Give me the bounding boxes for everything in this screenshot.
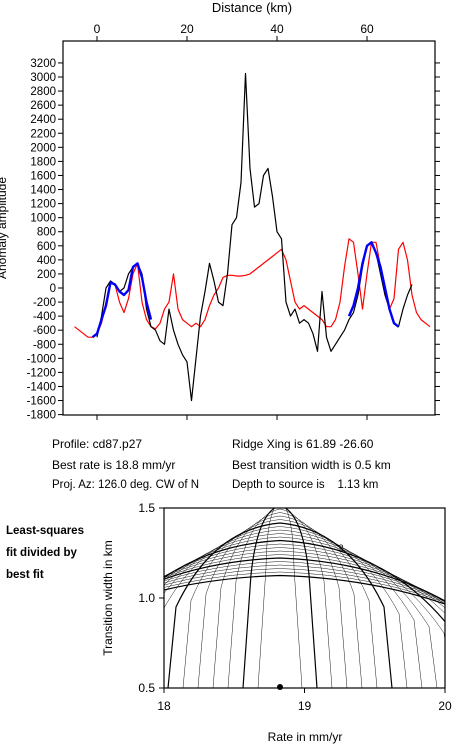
x-tick-label: 0	[94, 22, 101, 36]
best-rate: Best rate is 18.8 mm/yr	[52, 458, 176, 472]
x-tick-label: 40	[270, 22, 284, 36]
contour-line	[164, 554, 445, 603]
contour-line	[164, 529, 423, 688]
width-tick-label: 1.0	[138, 591, 155, 605]
y-tick-label: -600	[33, 325, 56, 337]
best-fit-marker	[277, 684, 283, 690]
contour-line	[164, 557, 445, 602]
best-transition-width: Best transition width is 0.5 km	[232, 458, 391, 472]
fit_window-line	[347, 241, 400, 328]
contour-axis-ticks: 18 19 20 0.5 1.0 1.5	[138, 501, 452, 713]
contour-lines	[164, 508, 445, 688]
model-line	[74, 238, 431, 338]
y-tick-label: 1000	[30, 213, 56, 225]
y-tick-label: -1600	[27, 396, 56, 408]
width-tick-label: 0.5	[138, 681, 155, 695]
y-tick-label: 3000	[30, 72, 56, 84]
profile-plot-frame	[62, 40, 436, 416]
contour-line	[167, 522, 393, 688]
width-axis-label: Transition width in km	[101, 540, 115, 656]
y-tick-label: 2600	[30, 100, 56, 112]
y-tick-label: 1400	[30, 185, 56, 197]
y-tick-label: 1600	[30, 170, 56, 182]
fit_window-line	[91, 262, 153, 339]
y-tick-label: 1800	[30, 156, 56, 168]
observed-line	[96, 72, 413, 402]
contour-line	[164, 526, 408, 688]
y-tick-label: 3200	[30, 58, 56, 70]
y-tick-label: 200	[37, 269, 56, 281]
width-tick-label: 1.5	[138, 501, 155, 515]
rate-tick-label: 18	[157, 699, 171, 713]
contour-line	[227, 508, 333, 688]
y-tick-label: 2400	[30, 114, 56, 126]
source-depth: Depth to source is 1.13 km	[232, 479, 379, 491]
y-tick-label: -800	[33, 339, 56, 351]
anomaly-axis-label: Anomaly amplitude	[0, 177, 9, 279]
contour-label: 2	[338, 543, 343, 553]
contour-description: Least-squares fit divided by best fit	[6, 520, 84, 586]
y-tick-label: 600	[37, 241, 56, 253]
contour-line	[164, 571, 445, 603]
y-tick-label: 800	[37, 227, 56, 239]
contour-description-line: fit divided by	[6, 547, 77, 559]
contour-line	[164, 543, 445, 614]
contour-plot-frame	[163, 507, 446, 689]
y-tick-label: 2800	[30, 86, 56, 98]
contour-line	[164, 547, 445, 609]
y-tick-label: -1200	[27, 367, 56, 379]
profile-series	[74, 72, 431, 402]
y-tick-label: -400	[33, 311, 56, 323]
y-tick-label: -1000	[27, 353, 56, 365]
y-tick-label: -1400	[27, 381, 56, 393]
rate-tick-label: 19	[298, 699, 312, 713]
y-tick-label: 1200	[30, 199, 56, 211]
anomaly-profile-chart: Distance (km) Anomaly amplitude 0 20 40 60 -…	[0, 0, 440, 422]
x-tick-label: 20	[180, 22, 194, 36]
contour-line	[164, 561, 445, 601]
y-tick-label: -200	[33, 297, 56, 309]
y-tick-label: 0	[50, 283, 56, 295]
rate-tick-label: 20	[438, 699, 452, 713]
contour-line	[242, 508, 318, 688]
y-tick-label: -1800	[27, 410, 56, 422]
contour-description-line: Least-squares	[6, 525, 84, 537]
y-tick-label: 2000	[30, 142, 56, 154]
ridge-crossing: Ridge Xing is 61.89 -26.60	[232, 437, 374, 451]
profile-axis-ticks: 0 20 40 60 -1800 -1600 -1400 -1200 -1000 -800 -600…	[27, 22, 440, 422]
contour-line	[164, 533, 438, 688]
contour-line	[164, 539, 445, 623]
contour-line	[164, 550, 445, 605]
contour-line	[182, 519, 378, 688]
misfit-contour-chart: 2 18 19 20 0.5 1.0 1.5 Rate in mm/yr Transiti…	[101, 501, 452, 744]
y-tick-label: 400	[37, 255, 56, 267]
contour-line	[164, 564, 445, 602]
distance-axis-label: Distance (km)	[212, 0, 292, 15]
contour-line	[257, 508, 303, 688]
contour-line	[164, 574, 445, 605]
projection-azimuth: Proj. Az: 126.0 deg. CW of N	[52, 479, 200, 491]
contour-line	[212, 512, 348, 688]
y-tick-label: 2200	[30, 128, 56, 140]
rate-axis-label: Rate in mm/yr	[268, 730, 343, 744]
x-tick-label: 60	[360, 22, 374, 36]
profile-name: Profile: cd87.p27	[52, 437, 143, 451]
contour-line	[197, 515, 363, 688]
contour-line	[164, 568, 445, 602]
contour-line	[164, 536, 445, 642]
contour-description-line: best fit	[6, 569, 44, 581]
